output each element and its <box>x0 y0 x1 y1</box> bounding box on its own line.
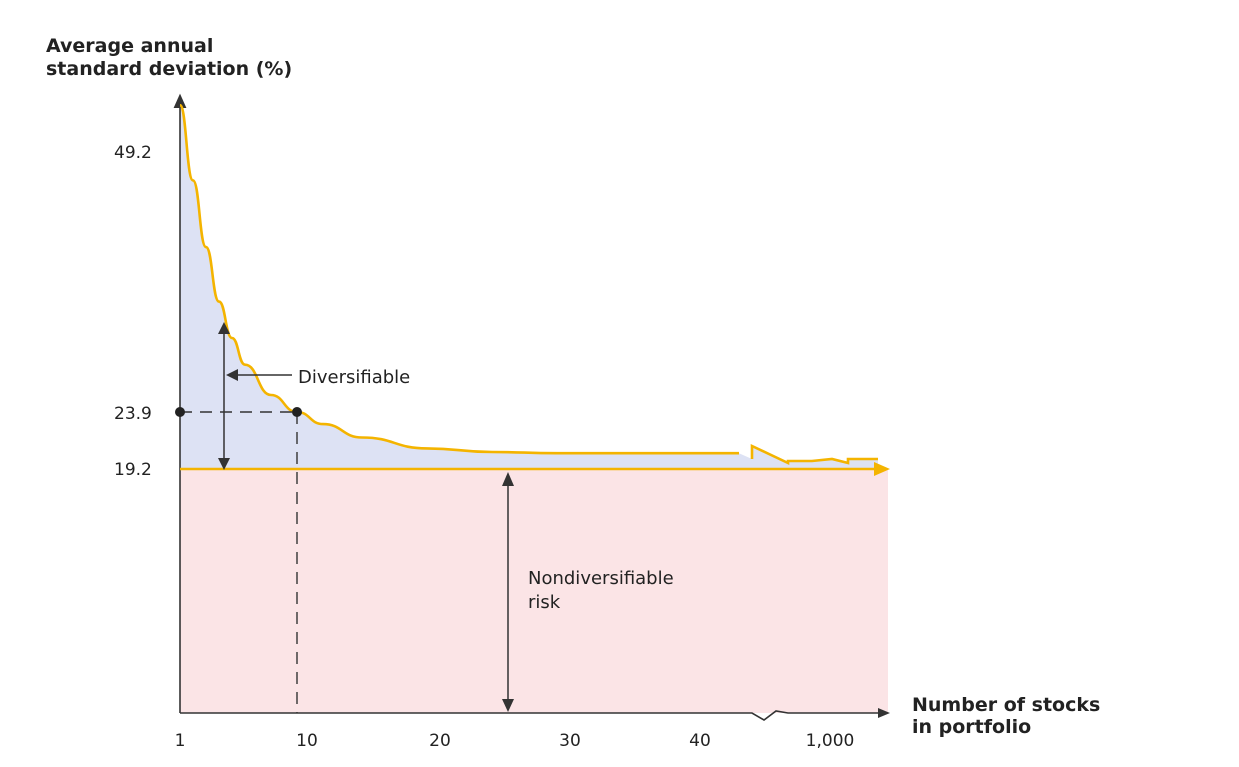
portfolio-risk-curve <box>178 103 739 455</box>
pointer-arrowhead <box>226 369 238 381</box>
y-axis-title-line-2: standard deviation (%) <box>46 58 292 80</box>
y-axis-marker-point <box>175 407 185 417</box>
x-axis-title-line-2: in portfolio <box>912 716 1031 738</box>
x-tick-label: 20 <box>429 731 451 751</box>
y-axis-title-line-1: Average annual <box>46 35 213 57</box>
nondiversifiable-label-line-2: risk <box>528 592 561 613</box>
diversifiable-label: Diversifiable <box>298 367 410 388</box>
x-axis <box>180 710 878 721</box>
y-tick-label: 49.2 <box>114 143 152 163</box>
x-tick-label: 1 <box>175 731 186 751</box>
x-tick-label: 30 <box>559 731 581 751</box>
x-axis-arrowhead <box>878 708 890 718</box>
x-tick-label: 1,000 <box>806 731 855 751</box>
ten-stock-point <box>292 407 302 417</box>
nondiversifiable-risk-area <box>180 469 888 713</box>
arrowhead-up <box>502 472 514 486</box>
x-tick-label: 10 <box>296 731 318 751</box>
arrowhead-up <box>218 322 230 334</box>
arrowhead-down <box>218 458 230 470</box>
nondiversifiable-line-arrowhead <box>874 462 890 476</box>
x-axis-title-line-1: Number of stocks <box>912 694 1100 716</box>
x-tick-label: 40 <box>689 731 711 751</box>
diversifiable-risk-area <box>180 105 878 469</box>
y-tick-label: 19.2 <box>114 460 152 480</box>
y-tick-label: 23.9 <box>114 404 152 424</box>
portfolio-risk-curve-tail <box>750 443 878 466</box>
arrowhead-down <box>502 699 514 712</box>
nondiversifiable-label-line-1: Nondiversifiable <box>528 568 674 589</box>
